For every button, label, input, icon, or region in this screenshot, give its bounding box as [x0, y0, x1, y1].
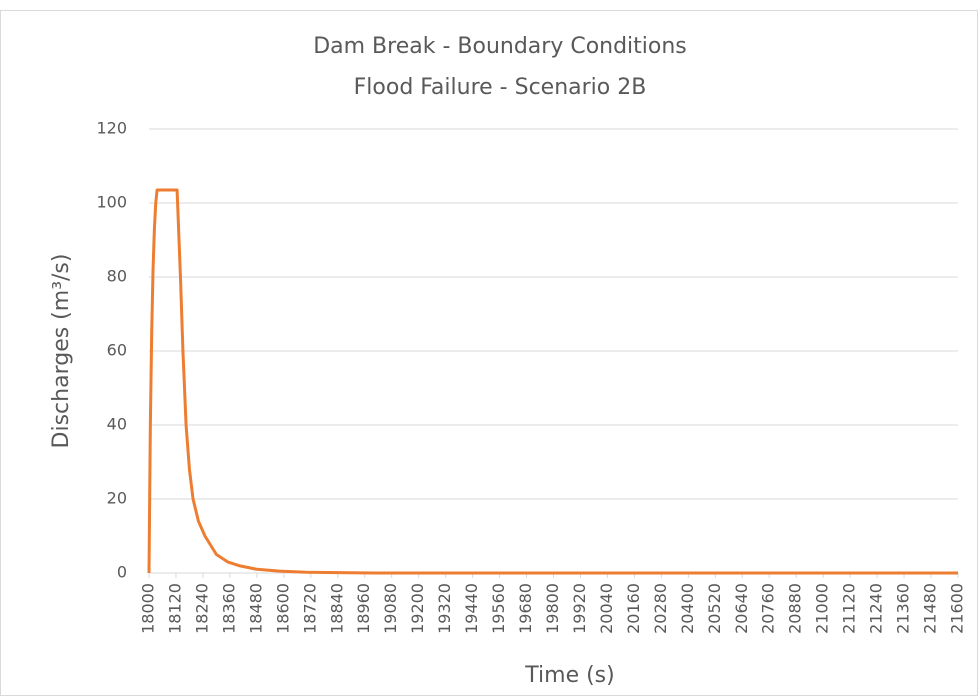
y-tick-label: 20 — [107, 489, 127, 508]
x-tick-label: 20400 — [678, 583, 697, 634]
y-tick-label: 0 — [117, 563, 127, 582]
x-tick-label: 21120 — [840, 583, 859, 634]
x-tick-label: 20280 — [651, 583, 670, 634]
x-tick-label: 19560 — [489, 583, 508, 634]
x-tick-label: 19680 — [516, 583, 535, 634]
x-tick-label: 18240 — [192, 583, 211, 634]
x-tick-label: 20520 — [705, 583, 724, 634]
x-tick-label: 18000 — [139, 583, 158, 634]
x-tick-label: 18120 — [165, 583, 184, 634]
x-tick-label: 18960 — [354, 583, 373, 634]
x-tick-label: 19440 — [462, 583, 481, 634]
chart-title: Dam Break - Boundary Conditions — [313, 34, 687, 59]
x-tick-label: 20040 — [597, 583, 616, 634]
chart-subtitle: Flood Failure - Scenario 2B — [354, 75, 647, 100]
y-axis-label: Discharges (m³/s) — [49, 254, 74, 449]
x-tick-label: 19800 — [543, 583, 562, 634]
y-tick-label: 80 — [107, 267, 127, 286]
x-tick-label: 20880 — [786, 583, 805, 634]
x-tick-label: 21600 — [948, 583, 967, 634]
y-tick-label: 100 — [96, 193, 127, 212]
chart-border — [0, 10, 978, 696]
x-tick-label: 21360 — [894, 583, 913, 634]
x-tick-label: 18840 — [327, 583, 346, 634]
x-axis-label: Time (s) — [524, 663, 614, 688]
x-tick-label: 18600 — [273, 583, 292, 634]
x-tick-label: 20160 — [624, 583, 643, 634]
y-tick-label: 40 — [107, 415, 127, 434]
x-tick-label: 18720 — [300, 583, 319, 634]
y-tick-label: 60 — [107, 341, 127, 360]
x-tick-label: 19080 — [381, 583, 400, 634]
x-tick-label: 19200 — [408, 583, 427, 634]
x-tick-label: 20760 — [759, 583, 778, 634]
x-tick-label: 19920 — [570, 583, 589, 634]
line — [147, 188, 958, 575]
x-tick-label: 21480 — [921, 583, 940, 634]
x-tick-label: 21000 — [813, 583, 832, 634]
x-tick-label: 19320 — [435, 583, 454, 634]
x-tick-label: 21240 — [867, 583, 886, 634]
y-tick-label: 120 — [96, 119, 127, 138]
x-tick-label: 18480 — [246, 583, 265, 634]
x-tick-label: 20640 — [732, 583, 751, 634]
x-tick-label: 18360 — [219, 583, 238, 634]
